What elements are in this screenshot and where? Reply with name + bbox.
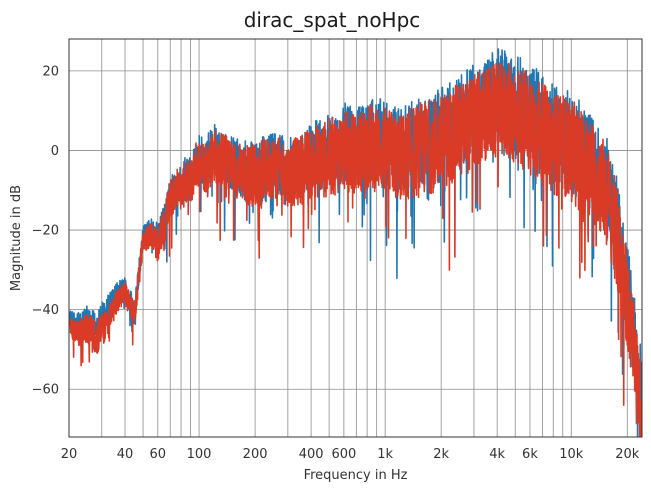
x-tick-label: 10k bbox=[559, 447, 584, 462]
x-tick-label: 1k bbox=[377, 447, 393, 462]
plot-frame bbox=[68, 38, 643, 438]
x-tick-label: 6k bbox=[522, 447, 538, 462]
x-tick-label: 600 bbox=[331, 447, 356, 462]
chart-title: dirac_spat_noHpc bbox=[244, 8, 421, 32]
plot-series-group bbox=[69, 48, 642, 437]
y-axis-label: Magnitude in dB bbox=[9, 185, 24, 291]
x-axis-label: Frequency in Hz bbox=[304, 468, 408, 483]
x-tick-label: 2k bbox=[433, 447, 449, 462]
y-tick-label: 20 bbox=[42, 64, 59, 79]
x-tick-label: 200 bbox=[243, 447, 268, 462]
x-tick-label: 100 bbox=[187, 447, 212, 462]
series-line-2 bbox=[69, 62, 642, 437]
y-tick-label: 0 bbox=[51, 144, 59, 159]
y-tick-label: −40 bbox=[32, 303, 59, 318]
x-tick-label: 400 bbox=[299, 447, 324, 462]
x-tick-label: 40 bbox=[117, 447, 134, 462]
x-tick-label: 20k bbox=[615, 447, 640, 462]
y-tick-label: −20 bbox=[32, 224, 59, 239]
y-tick-label: −60 bbox=[32, 383, 59, 398]
axes: 20 40 60 100 200 400 600 1k 2k 4k 6k 10k 20k200−20−4… bbox=[32, 64, 640, 462]
x-tick-label: 20 bbox=[61, 447, 78, 462]
x-tick-label: 60 bbox=[150, 447, 167, 462]
x-tick-label: 4k bbox=[489, 447, 505, 462]
